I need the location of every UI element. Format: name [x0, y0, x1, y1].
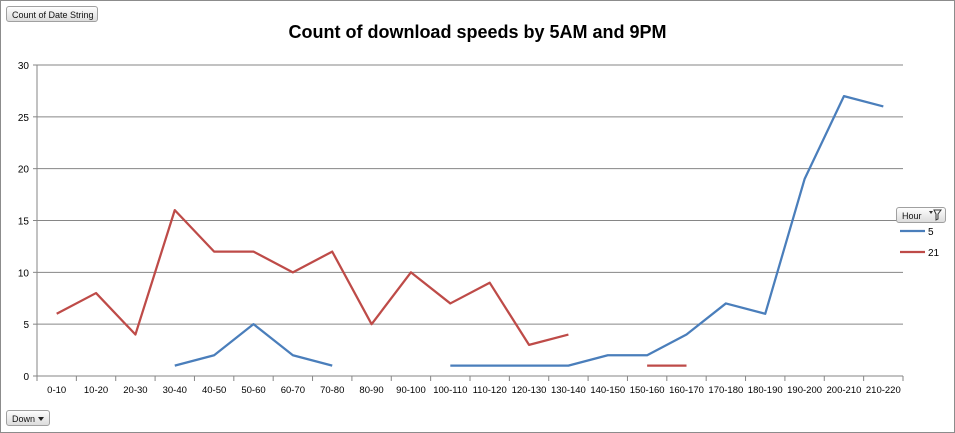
axis-field-label: Down: [12, 414, 36, 424]
x-tick-label: 180-190: [748, 385, 783, 396]
y-tick-label: 20: [18, 165, 30, 176]
x-tick-label: 80-90: [359, 385, 383, 396]
series-5: [174, 94, 884, 367]
y-tick-label: 15: [18, 217, 30, 228]
x-tick-label: 50-60: [241, 385, 265, 396]
x-tick-label: 0-10: [47, 385, 66, 396]
x-tick-label: 90-100: [396, 385, 426, 396]
x-tick-label: 150-160: [630, 385, 665, 396]
chevron-down-icon[interactable]: [38, 417, 44, 421]
series-line-segment: [56, 209, 569, 347]
filter-icon[interactable]: [928, 209, 942, 221]
x-tick-label: 30-40: [163, 385, 187, 396]
x-tick-label: 10-20: [84, 385, 108, 396]
x-tick-label: 200-210: [827, 385, 862, 396]
y-tick-label: 30: [18, 61, 30, 72]
axis-field-button[interactable]: Down: [6, 410, 50, 426]
value-field-button[interactable]: Count of Date String: [6, 6, 98, 22]
legend-label: 21: [928, 248, 940, 259]
y-tick-label: 25: [18, 113, 30, 124]
y-tick-label: 10: [18, 268, 30, 279]
x-tick-label: 40-50: [202, 385, 226, 396]
y-tick-label: 5: [23, 320, 29, 331]
chart-title: Count of download speeds by 5AM and 9PM: [288, 22, 667, 42]
x-tick-label: 20-30: [123, 385, 147, 396]
y-axis: 0 5 10 15 20 25 30: [18, 61, 38, 383]
legend-field-button[interactable]: Hour: [896, 207, 946, 223]
series-line-segment: [174, 323, 333, 367]
x-tick-label: 70-80: [320, 385, 344, 396]
series-lines: [56, 94, 884, 367]
x-tick-label: 210-220: [866, 385, 901, 396]
series-21: [56, 209, 687, 367]
x-axis: 0-10 10-20 20-30 30-40 40-50 50-60 60-70 70-80 8…: [36, 375, 904, 396]
series-line-segment: [450, 94, 884, 367]
y-tick-label: 0: [23, 372, 29, 383]
x-tick-label: 140-150: [590, 385, 625, 396]
x-tick-label: 190-200: [787, 385, 822, 396]
x-tick-label: 100-110: [433, 385, 467, 396]
x-tick-label: 160-170: [669, 385, 704, 396]
x-tick-label: 120-130: [512, 385, 547, 396]
x-tick-label: 130-140: [551, 385, 586, 396]
legend: 5 21: [900, 227, 940, 259]
legend-field-label: Hour: [902, 211, 922, 221]
x-tick-label: 110-120: [473, 385, 507, 396]
gridlines: [37, 64, 903, 325]
legend-label: 5: [928, 227, 934, 238]
x-tick-label: 60-70: [281, 385, 305, 396]
x-tick-label: 170-180: [708, 385, 743, 396]
